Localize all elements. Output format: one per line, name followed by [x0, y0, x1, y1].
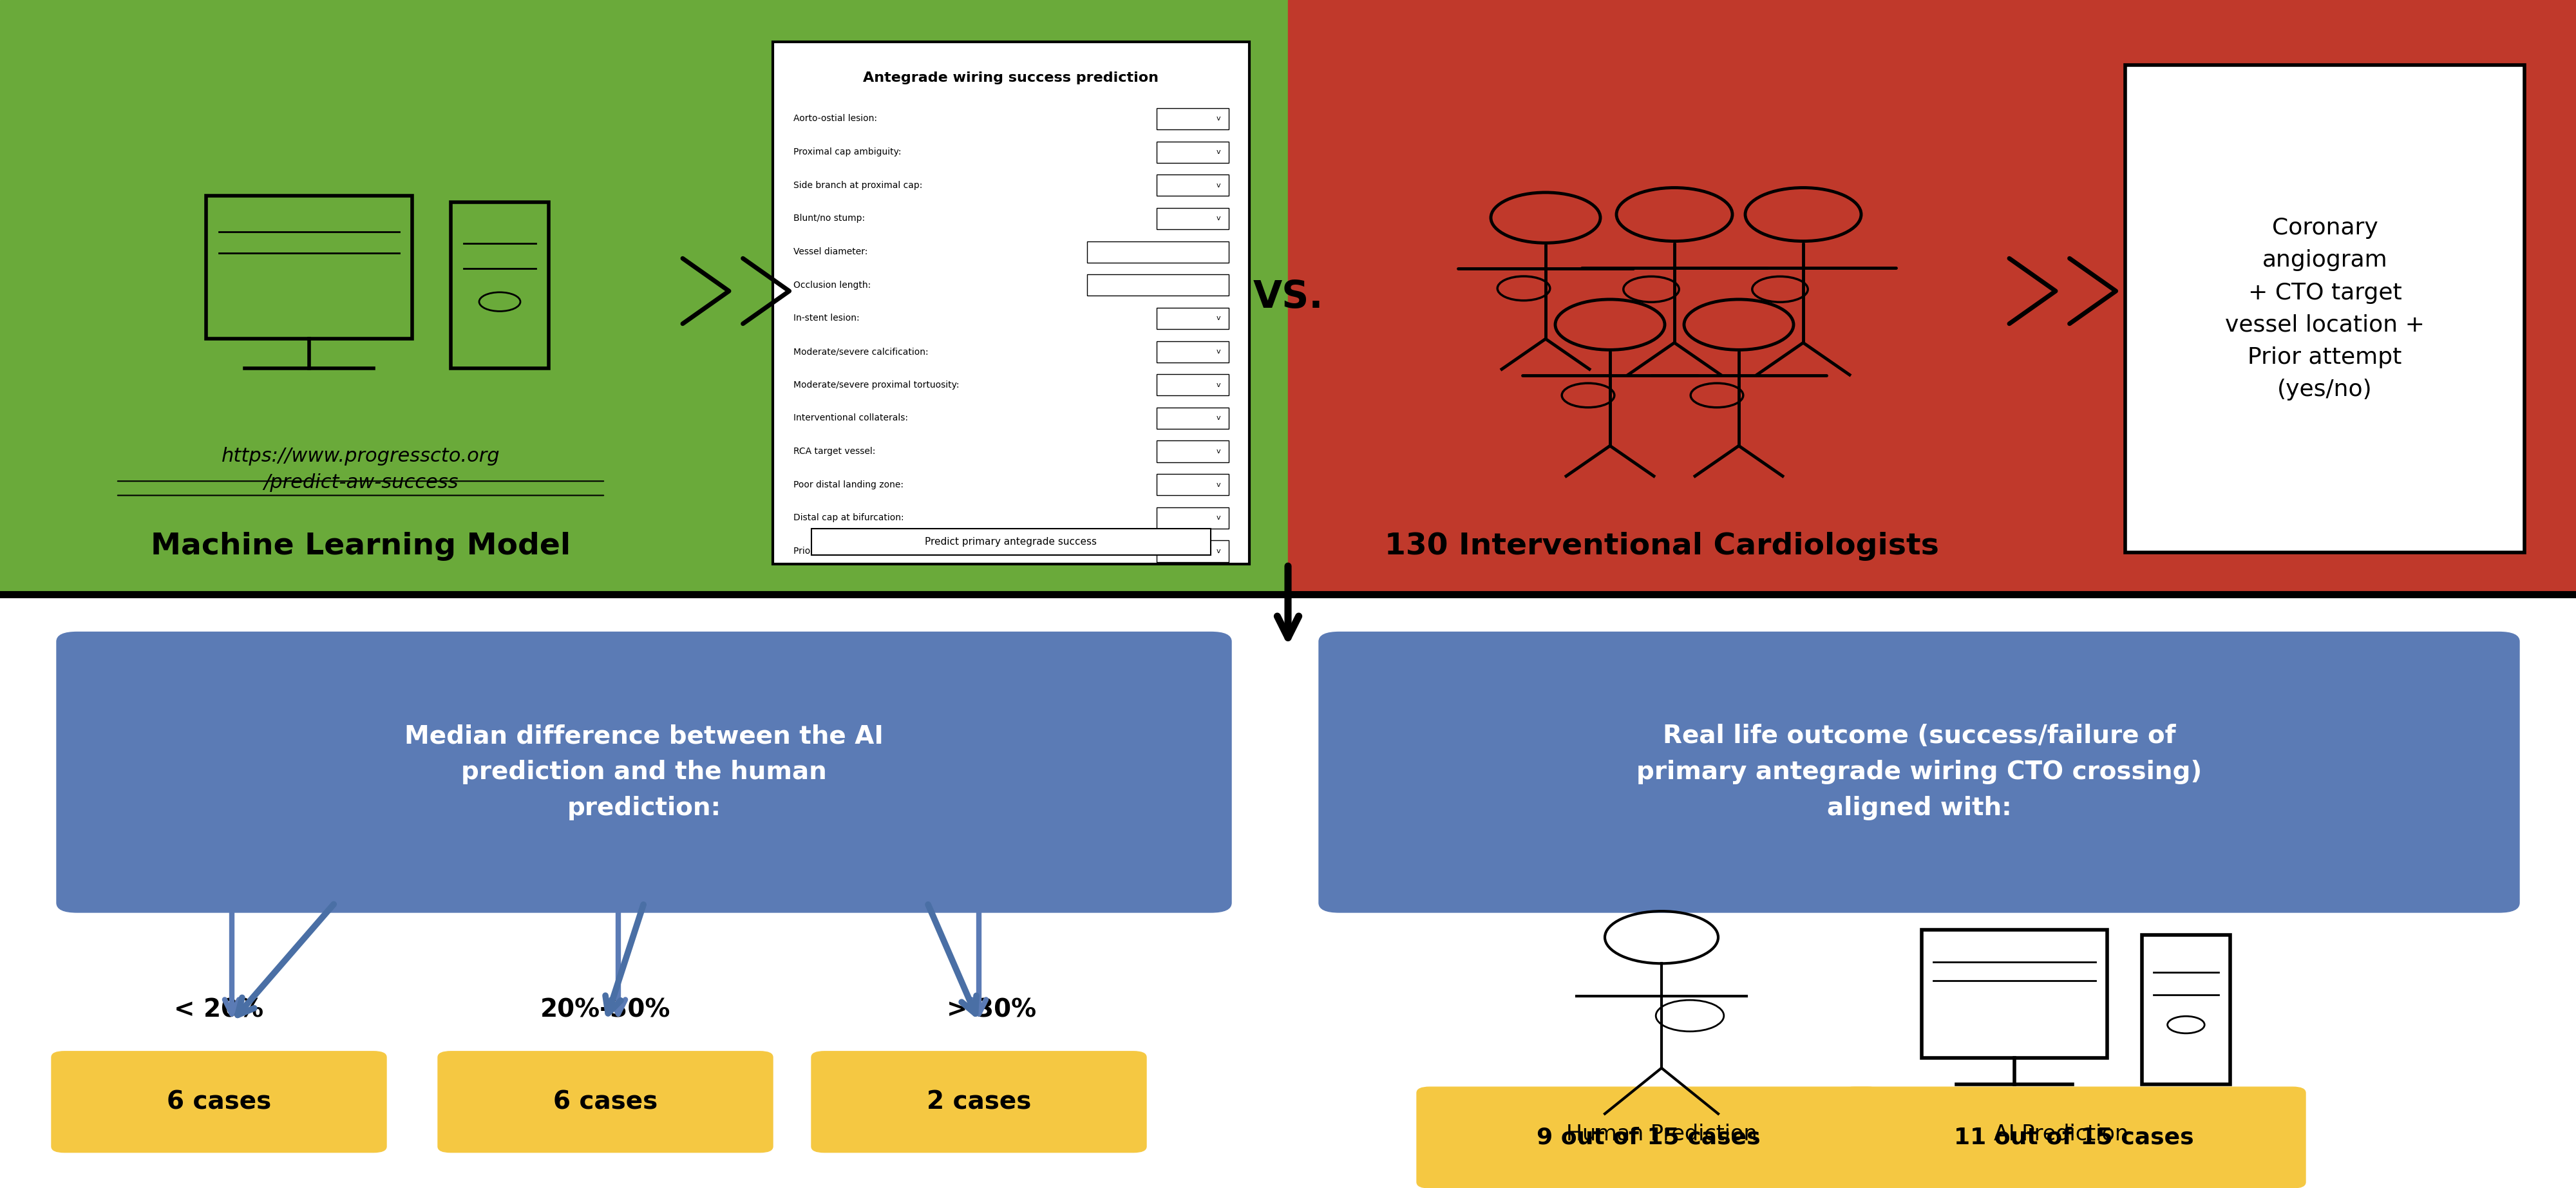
Text: https://www.progresscto.org
/predict-aw-success: https://www.progresscto.org /predict-aw-…	[222, 447, 500, 492]
Text: v: v	[1216, 182, 1221, 189]
Text: Distal cap at bifurcation:: Distal cap at bifurcation:	[793, 513, 904, 523]
Text: RCA target vessel:: RCA target vessel:	[793, 447, 876, 456]
FancyBboxPatch shape	[811, 529, 1211, 555]
FancyBboxPatch shape	[2125, 65, 2524, 552]
Text: Moderate/severe calcification:: Moderate/severe calcification:	[793, 347, 927, 356]
Text: 130 Interventional Cardiologists: 130 Interventional Cardiologists	[1383, 532, 1940, 561]
FancyBboxPatch shape	[1087, 241, 1229, 263]
Text: Median difference between the AI
prediction and the human
prediction:: Median difference between the AI predict…	[404, 723, 884, 821]
Text: Side branch at proximal cap:: Side branch at proximal cap:	[793, 181, 922, 190]
Text: Prior attempt:: Prior attempt:	[793, 546, 855, 556]
Text: v: v	[1216, 115, 1221, 122]
FancyBboxPatch shape	[811, 1051, 1146, 1152]
FancyBboxPatch shape	[1157, 507, 1229, 529]
Text: Real life outcome (success/failure of
primary antegrade wiring CTO crossing)
ali: Real life outcome (success/failure of pr…	[1636, 723, 2202, 821]
Text: Human Prediction: Human Prediction	[1566, 1124, 1757, 1145]
FancyBboxPatch shape	[0, 0, 1288, 594]
Text: 20%-30%: 20%-30%	[541, 998, 670, 1022]
Text: v: v	[1216, 148, 1221, 156]
Text: Proximal cap ambiguity:: Proximal cap ambiguity:	[793, 147, 902, 157]
Text: VS.: VS.	[1252, 279, 1324, 315]
FancyBboxPatch shape	[1157, 208, 1229, 229]
Text: v: v	[1216, 448, 1221, 455]
Text: In-stent lesion:: In-stent lesion:	[793, 314, 860, 323]
FancyBboxPatch shape	[57, 632, 1231, 912]
Text: Moderate/severe proximal tortuosity:: Moderate/severe proximal tortuosity:	[793, 380, 958, 390]
FancyBboxPatch shape	[52, 1051, 386, 1152]
Text: 9 out of 15 cases: 9 out of 15 cases	[1538, 1126, 1759, 1149]
Text: Vessel diameter:: Vessel diameter:	[793, 247, 868, 257]
Text: Poor distal landing zone:: Poor distal landing zone:	[793, 480, 904, 489]
FancyBboxPatch shape	[1157, 341, 1229, 362]
FancyBboxPatch shape	[1842, 1087, 2306, 1188]
Text: Aorto-ostial lesion:: Aorto-ostial lesion:	[793, 114, 876, 124]
FancyBboxPatch shape	[1157, 108, 1229, 129]
FancyBboxPatch shape	[1157, 541, 1229, 562]
Text: Antegrade wiring success prediction: Antegrade wiring success prediction	[863, 71, 1159, 84]
Text: 11 out of 15 cases: 11 out of 15 cases	[1953, 1126, 2195, 1149]
FancyBboxPatch shape	[1157, 308, 1229, 329]
Text: Interventional collaterals:: Interventional collaterals:	[793, 413, 907, 423]
FancyBboxPatch shape	[1157, 141, 1229, 163]
Text: AI Prediction: AI Prediction	[1994, 1124, 2128, 1145]
Text: 2 cases: 2 cases	[927, 1089, 1030, 1114]
Text: v: v	[1216, 415, 1221, 422]
FancyBboxPatch shape	[1417, 1087, 1880, 1188]
Text: > 30%: > 30%	[948, 998, 1036, 1022]
FancyBboxPatch shape	[1157, 474, 1229, 495]
Text: < 20%: < 20%	[175, 998, 263, 1022]
Text: Blunt/no stump:: Blunt/no stump:	[793, 214, 866, 223]
FancyBboxPatch shape	[1157, 175, 1229, 196]
Text: v: v	[1216, 514, 1221, 522]
Text: Machine Learning Model: Machine Learning Model	[149, 532, 572, 561]
Text: Predict primary antegrade success: Predict primary antegrade success	[925, 537, 1097, 546]
Text: 6 cases: 6 cases	[554, 1089, 657, 1114]
Text: Occlusion length:: Occlusion length:	[793, 280, 871, 290]
FancyBboxPatch shape	[1087, 274, 1229, 296]
Text: Coronary
angiogram
+ CTO target
vessel location +
Prior attempt
(yes/no): Coronary angiogram + CTO target vessel l…	[2226, 217, 2424, 400]
FancyBboxPatch shape	[1288, 0, 2576, 594]
Text: v: v	[1216, 315, 1221, 322]
Text: v: v	[1216, 348, 1221, 355]
FancyBboxPatch shape	[1319, 632, 2519, 912]
Text: v: v	[1216, 215, 1221, 222]
FancyBboxPatch shape	[1157, 441, 1229, 462]
Text: v: v	[1216, 381, 1221, 388]
Text: v: v	[1216, 481, 1221, 488]
FancyBboxPatch shape	[1157, 407, 1229, 429]
Text: v: v	[1216, 548, 1221, 555]
FancyBboxPatch shape	[1157, 374, 1229, 396]
FancyBboxPatch shape	[438, 1051, 773, 1152]
Text: 6 cases: 6 cases	[167, 1089, 270, 1114]
FancyBboxPatch shape	[773, 42, 1249, 564]
